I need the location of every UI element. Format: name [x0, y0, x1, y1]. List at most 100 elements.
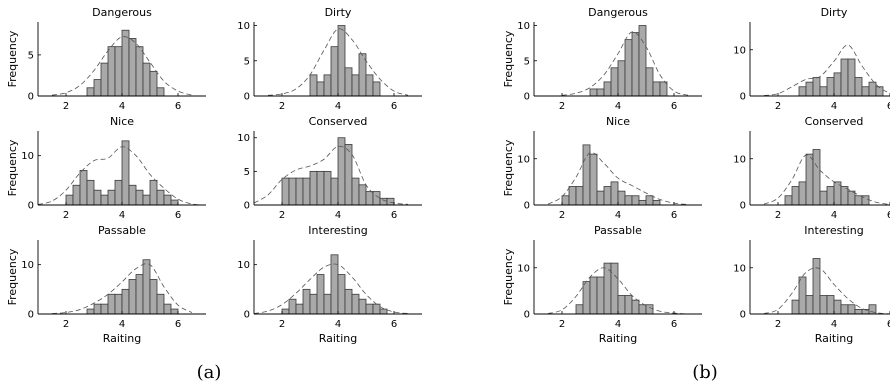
chart-a-2-bar-7 — [351, 74, 360, 97]
chart-b-4-ytick-label-2: 10 — [733, 154, 746, 165]
chart-b-5-bar-3 — [589, 276, 598, 315]
chart-b-5-xtick-label-2: 4 — [615, 319, 621, 330]
chart-b-5-bar-10 — [638, 304, 647, 315]
chart-a-4-xtick-label-1: 2 — [279, 210, 285, 221]
chart-a-4-xtick-label-2: 4 — [335, 210, 341, 221]
chart-a-3-bar-4 — [86, 179, 95, 206]
chart-a-4-ytick-label-1: 0 — [244, 201, 250, 212]
chart-b-3-bar-11 — [631, 195, 640, 206]
panel-label-b: (b) — [692, 362, 718, 383]
chart-b-6-bar-5 — [819, 295, 828, 315]
chart-a-6-ytick-label-2: 10 — [237, 260, 250, 271]
chart-b-3-ytick-label-1: 0 — [524, 201, 530, 212]
chart-b-5-bar-8 — [624, 295, 633, 315]
chart-b-5-xlabel: Raiting — [599, 332, 638, 345]
chart-a-6-density-curve — [253, 263, 409, 314]
chart-a-5-density-curve — [51, 263, 193, 314]
chart-b-3-bar-5 — [589, 153, 598, 206]
chart-a-2-bar-8 — [358, 53, 367, 97]
chart-a-5-bar-12 — [163, 303, 172, 315]
chart-a-5-ylabel: Frequency — [6, 248, 19, 305]
chart-a-5-bar-5 — [114, 293, 123, 315]
chart-a-5: 2 4 6 0 10 Passable Frequency Raiting — [6, 224, 206, 345]
chart-b-1-title: Dangerous — [588, 6, 648, 19]
chart-a-6-ytick-label-1: 0 — [244, 310, 250, 321]
chart-b-1-bar-6 — [624, 39, 633, 97]
chart-b-6-ytick-label-2: 10 — [733, 263, 746, 274]
chart-a-1-bar-5 — [114, 46, 123, 97]
chart-a-1-title: Dangerous — [92, 6, 152, 19]
chart-a-3-bar-1 — [65, 194, 74, 206]
chart-b-4-bar-5 — [812, 149, 821, 206]
chart-a-5-bar-4 — [107, 293, 116, 315]
chart-b-6-bar-7 — [833, 299, 842, 315]
chart-b-6-density-curve — [763, 267, 890, 315]
chart-b-4-bar-2 — [791, 186, 800, 206]
chart-a-4-bar-15 — [379, 197, 388, 206]
chart-a-1-density-curve — [51, 36, 193, 96]
chart-a-2-density-curve — [267, 28, 409, 96]
chart-b-5-bar-4 — [596, 276, 605, 315]
chart-a-5-xtick-label-2: 4 — [119, 319, 125, 330]
chart-b-3-bar-7 — [603, 186, 612, 206]
chart-b-5: 2 4 6 0 10 Passable Frequency Raiting — [502, 224, 702, 345]
chart-a-4-bar-10 — [344, 144, 353, 206]
chart-a-3-bar-7 — [107, 189, 116, 206]
chart-a-5-bar-11 — [156, 293, 165, 315]
chart-a-6-bar-5 — [309, 293, 318, 315]
chart-b-5-ytick-label-2: 10 — [517, 263, 530, 274]
chart-b-2-xtick-label-1: 2 — [775, 101, 781, 112]
chart-a-2: 2 4 6 0 5 10 Dirty — [237, 6, 422, 112]
chart-a-2-bar-6 — [344, 67, 353, 97]
chart-a-3-bar-9 — [121, 140, 130, 206]
chart-b-3-density-curve — [547, 151, 689, 205]
chart-a-4-bar-14 — [372, 191, 381, 206]
chart-b-1-bar-3 — [603, 81, 612, 97]
chart-a-4-bar-2 — [288, 177, 297, 206]
chart-b-3-bar-14 — [652, 199, 661, 206]
chart-a-4: 2 4 6 0 5 10 Conserved — [237, 115, 422, 221]
chart-a-4-ytick-label-2: 5 — [244, 167, 250, 178]
chart-a-1-bar-10 — [149, 70, 158, 97]
chart-b-4-title: Conserved — [805, 115, 864, 128]
chart-b-3-bar-2 — [568, 186, 577, 206]
chart-a-2-bar-5 — [337, 25, 346, 97]
chart-a-1-bar-9 — [142, 62, 151, 97]
chart-b-1-bar-11 — [659, 81, 668, 97]
chart-b-4-bar-10 — [847, 190, 856, 206]
chart-a-1-bar-11 — [156, 87, 165, 97]
chart-a-6-xtick-label-1: 2 — [279, 319, 285, 330]
chart-b-4-bar-7 — [826, 186, 835, 206]
chart-a-6-title: Interesting — [308, 224, 367, 237]
chart-a-2-title: Dirty — [325, 6, 352, 19]
chart-a-3-bar-6 — [100, 194, 109, 206]
chart-a-6-bar-15 — [379, 308, 388, 315]
chart-a-2-xtick-label-1: 2 — [279, 101, 285, 112]
chart-a-6: 2 4 6 0 10 Interesting Raiting — [237, 224, 422, 345]
chart-b-5-bar-9 — [631, 299, 640, 315]
chart-a-6-bar-14 — [372, 303, 381, 315]
chart-a-3-xtick-label-1: 2 — [63, 210, 69, 221]
chart-a-3-xtick-label-3: 6 — [175, 210, 181, 221]
chart-b-5-bar-2 — [582, 281, 591, 315]
chart-a-2-xtick-label-2: 4 — [335, 101, 341, 112]
chart-a-1-xtick-label-3: 6 — [175, 101, 181, 112]
chart-a-3-bar-13 — [149, 179, 158, 206]
chart-a-4-bar-9 — [337, 137, 346, 206]
chart-a-1-bar-6 — [121, 29, 130, 97]
chart-a-2-ytick-label-2: 5 — [244, 56, 250, 67]
chart-b-1-ytick-label-2: 5 — [524, 56, 530, 67]
chart-a-6-xtick-label-2: 4 — [335, 319, 341, 330]
chart-b-5-bar-1 — [575, 304, 584, 315]
chart-b-1-bar-9 — [645, 67, 654, 97]
chart-a-1: 2 4 6 0 5 Dangerous Frequency — [6, 6, 206, 112]
chart-b-6-bar-4 — [812, 258, 821, 315]
chart-b-2: 2 4 6 0 10 Dirty — [733, 6, 890, 112]
chart-a-2-bar-9 — [365, 74, 374, 97]
chart-b-1-xtick-label-2: 4 — [615, 101, 621, 112]
chart-b-3: 2 4 6 0 10 Nice Frequency — [502, 115, 702, 221]
chart-a-5-bar-8 — [135, 274, 144, 315]
chart-b-4-xtick-label-3: 6 — [887, 210, 890, 221]
panel-label-a: (a) — [197, 362, 222, 383]
